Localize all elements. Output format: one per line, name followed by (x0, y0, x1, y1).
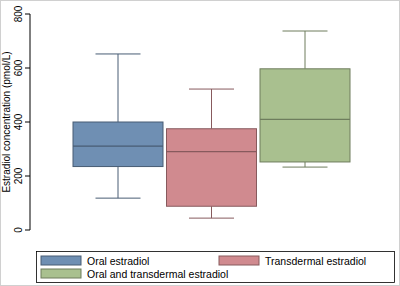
legend-label: Oral estradiol (87, 255, 149, 267)
boxes (73, 31, 350, 218)
y-axis-label: Estradiol concentration (pmol/L) (1, 51, 12, 192)
y-tick (25, 68, 30, 69)
whisker-cap-upper (96, 53, 141, 54)
median-line (73, 145, 163, 146)
whisker-cap-lower (96, 198, 141, 199)
legend: Oral estradiol Transdermal estradiol Oral … (37, 252, 395, 283)
box (167, 129, 257, 206)
y-tick-label: 600 (13, 59, 24, 76)
y-tick (25, 176, 30, 177)
legend-swatch (41, 256, 81, 265)
box (73, 122, 163, 167)
median-line (260, 119, 350, 120)
whisker-cap-lower (189, 218, 234, 219)
median-line (167, 151, 257, 152)
chart: 0 200 400 600 800 Estradiol concentration (pm… (0, 0, 400, 286)
whisker-upper (118, 54, 119, 122)
y-tick-label: 800 (13, 5, 24, 22)
whisker-upper (305, 31, 306, 69)
y-tick (25, 230, 30, 231)
whisker-lower (118, 167, 119, 199)
whisker-lower (305, 162, 306, 167)
y-tick (25, 14, 30, 15)
legend-swatch (219, 256, 259, 265)
legend-box (37, 252, 395, 283)
frame (1, 1, 400, 286)
whisker-cap-upper (283, 31, 328, 32)
y-tick-label: 400 (13, 113, 24, 130)
legend-label: Oral and transdermal estradiol (87, 268, 228, 280)
legend-label: Transdermal estradiol (265, 255, 366, 267)
whisker-lower (211, 206, 212, 218)
whisker-cap-upper (189, 89, 234, 90)
y-tick-label: 0 (13, 227, 24, 233)
legend-swatch (41, 269, 81, 278)
whisker-cap-lower (283, 167, 328, 168)
y-tick (25, 122, 30, 123)
box (260, 69, 350, 162)
whisker-upper (211, 89, 212, 129)
y-tick-label: 200 (13, 167, 24, 184)
